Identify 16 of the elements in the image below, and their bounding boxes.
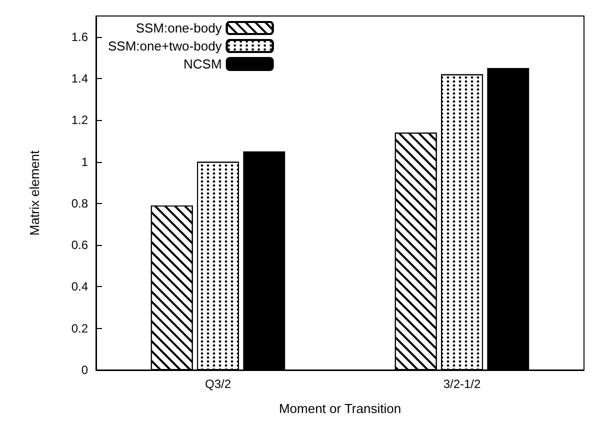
x-axis-title: Moment or Transition (278, 401, 402, 416)
y-tick-label: 1.4 (71, 71, 88, 86)
y-tick-label: 1.2 (71, 113, 88, 128)
x-tick-label: 3/2-1/2 (443, 377, 482, 391)
y-axis-title: Matrix element (27, 150, 42, 236)
y-tick-label: 0.6 (71, 238, 88, 252)
y-tick-label: 1 (81, 154, 88, 169)
y-tick-label: 0 (81, 363, 88, 377)
y-tick-label: 0.8 (71, 196, 88, 210)
y-tick-label: 0.4 (71, 280, 88, 294)
y-tick-label: 1.6 (71, 30, 88, 44)
legend-label: NCSM (184, 56, 222, 72)
x-tick-label: Q3/2 (204, 377, 232, 391)
legend-label: SSM:one-body (136, 20, 222, 36)
legend-label: SSM:one+two-body (108, 38, 222, 54)
y-tick-label: 0.2 (71, 321, 88, 336)
